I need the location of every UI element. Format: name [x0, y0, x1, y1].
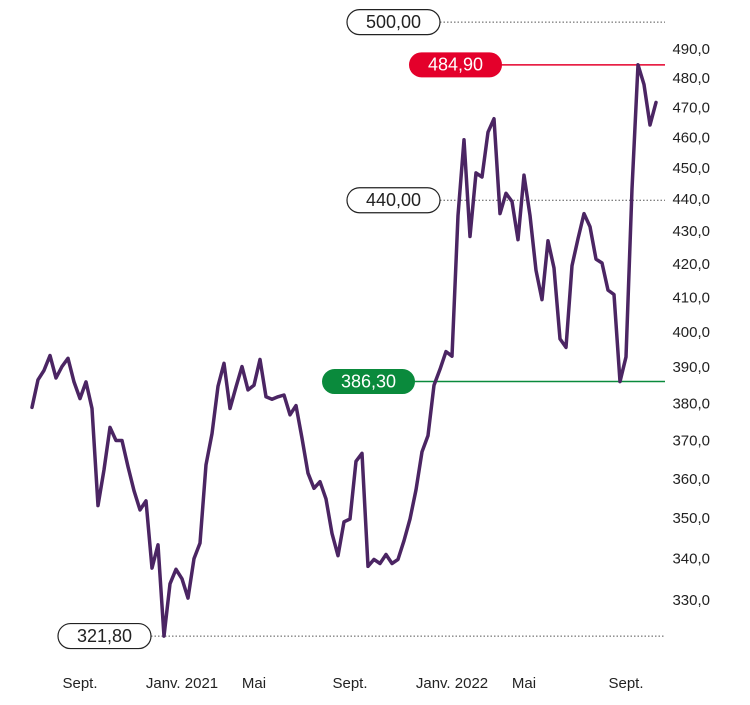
value-label: 386,30 — [341, 371, 396, 391]
y-tick-label: 430,0 — [672, 223, 710, 240]
value-label: 500,00 — [366, 12, 421, 32]
y-tick-label: 340,0 — [672, 550, 710, 567]
value-pill — [57, 622, 152, 650]
y-tick-label: 360,0 — [672, 471, 710, 488]
x-tick-label: Sept. — [332, 675, 367, 692]
y-tick-label: 470,0 — [672, 99, 710, 116]
value-label: 484,90 — [428, 55, 483, 75]
y-tick-label: 450,0 — [672, 160, 710, 177]
value-pill — [346, 187, 441, 214]
x-tick-label: Sept. — [62, 675, 97, 692]
value-label: 321,80 — [77, 626, 132, 646]
y-tick-label: 380,0 — [672, 395, 710, 412]
y-tick-label: 440,0 — [672, 191, 710, 208]
y-tick-label: 370,0 — [672, 433, 710, 450]
x-tick-label: Janv. 2022 — [416, 675, 488, 692]
y-tick-label: 490,0 — [672, 41, 710, 58]
value-pill — [322, 369, 415, 395]
y-tick-label: 410,0 — [672, 290, 710, 307]
y-tick-label: 480,0 — [672, 70, 710, 87]
x-tick-label: Mai — [512, 675, 536, 692]
y-tick-label: 330,0 — [672, 592, 710, 609]
y-tick-label: 350,0 — [672, 510, 710, 527]
x-tick-label: Sept. — [608, 675, 643, 692]
price-line — [30, 63, 658, 638]
x-tick-label: Janv. 2021 — [146, 675, 218, 692]
value-pill — [409, 52, 502, 78]
y-tick-label: 390,0 — [672, 359, 710, 376]
x-tick-label: Mai — [242, 675, 266, 692]
y-tick-label: 400,0 — [672, 324, 710, 341]
y-tick-label: 460,0 — [672, 129, 710, 146]
value-label: 440,00 — [366, 190, 421, 210]
y-tick-label: 420,0 — [672, 256, 710, 273]
value-pill — [346, 9, 441, 36]
